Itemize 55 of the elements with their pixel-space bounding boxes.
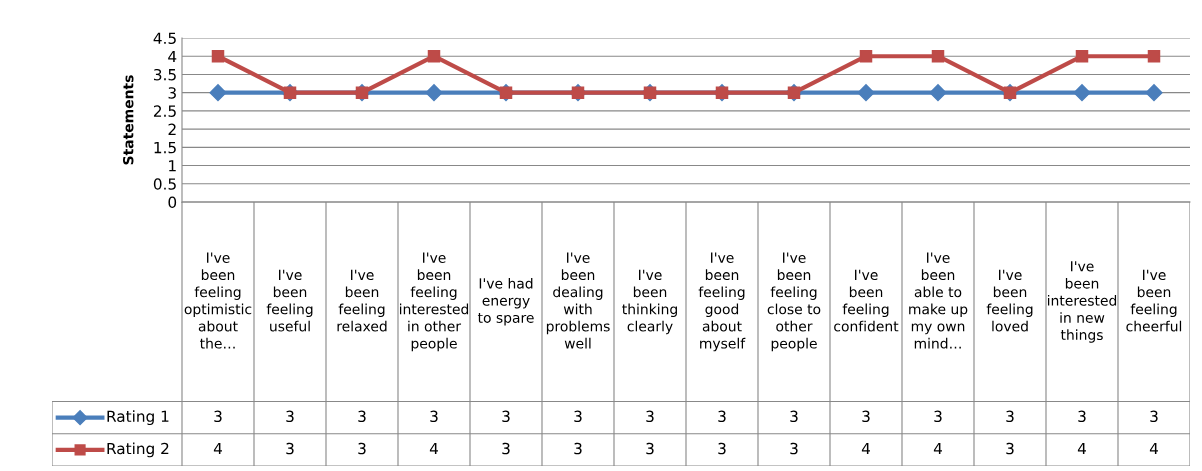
data-label: 3: [934, 410, 942, 423]
data-label: 3: [790, 410, 798, 423]
x-tick-label: I've been feeling loved: [986, 269, 1033, 332]
y-tick-label: 0.5: [153, 178, 176, 190]
data-label: 3: [358, 410, 366, 423]
y-tick-label: 4: [168, 50, 177, 63]
data-label: 3: [790, 442, 798, 455]
y-tick-label: 4.5: [153, 32, 176, 45]
x-tick-label: I've been feeling interested in other people: [399, 252, 469, 352]
data-label: 4: [933, 442, 942, 455]
x-tick-label: I've been feeling confident: [834, 269, 899, 332]
data-label: 4: [213, 442, 222, 455]
data-label: 3: [1078, 410, 1086, 423]
y-axis-title: Statements: [122, 75, 134, 165]
data-label: 3: [502, 442, 510, 455]
y-tick-label: 2.5: [153, 105, 176, 117]
x-tick-label: I've been feeling optimistic about the…: [184, 252, 252, 349]
data-label: 4: [1149, 442, 1158, 455]
data-label: 3: [1006, 410, 1014, 423]
data-label: 3: [862, 410, 870, 423]
data-label: 4: [1077, 442, 1086, 455]
data-label: 3: [430, 410, 438, 423]
y-tick-label: 0: [168, 196, 177, 209]
x-tick-label: I've been feeling close to other people: [767, 252, 821, 352]
x-tick-label: I've been dealing with problems well: [546, 252, 610, 349]
data-label: 3: [646, 410, 654, 423]
y-tick-label: 1.5: [154, 142, 176, 154]
data-label: 4: [429, 442, 438, 455]
y-tick-label: 2: [168, 123, 176, 135]
data-label: 3: [358, 442, 366, 455]
y-tick-label: 1: [169, 160, 176, 172]
data-label: 3: [646, 442, 654, 455]
x-tick-label: I've had energy to spare: [477, 277, 534, 326]
x-tick-label: I've been able to make up my own mind…: [909, 252, 968, 349]
x-tick-label: I've been interested in new things: [1047, 261, 1117, 343]
y-tick-label: 3: [168, 87, 176, 99]
data-label: 3: [1006, 442, 1014, 455]
data-label: 3: [574, 442, 582, 455]
legend-label: Rating 2: [107, 442, 169, 458]
data-label: 4: [861, 442, 870, 455]
data-label: 3: [1150, 410, 1158, 423]
data-label: 3: [286, 410, 294, 423]
data-label: 3: [718, 410, 726, 423]
data-label: 3: [214, 410, 222, 423]
data-label: 3: [286, 442, 294, 455]
data-label: 3: [574, 410, 582, 423]
x-tick-label: I've been thinking clearly: [622, 269, 677, 335]
x-tick-label: I've been feeling useful: [266, 269, 313, 332]
x-tick-label: I've been feeling good about myself: [698, 252, 746, 352]
x-tick-label: I've been feeling relaxed: [337, 269, 387, 332]
x-tick-label: I've been feeling cheerful: [1126, 269, 1182, 332]
legend-label: Rating 1: [107, 410, 169, 426]
y-tick-label: 3.5: [154, 68, 176, 81]
data-label: 3: [502, 410, 510, 423]
data-label: 3: [718, 442, 726, 455]
